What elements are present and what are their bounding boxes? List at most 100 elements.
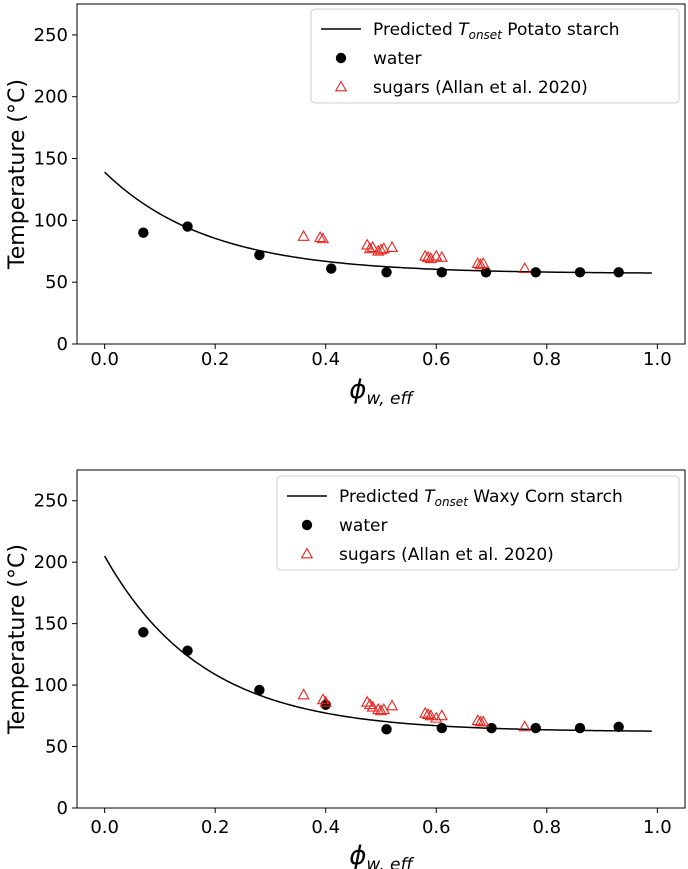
x-tick-label: 0.8 bbox=[532, 817, 561, 838]
legend: Predicted Tonset Waxy Corn starch water su… bbox=[276, 475, 680, 571]
water-point bbox=[254, 249, 265, 261]
sugar-point bbox=[430, 249, 443, 261]
x-tick-label: 1.0 bbox=[643, 817, 672, 838]
y-tick-label: 50 bbox=[45, 272, 68, 293]
sugar-point bbox=[471, 714, 484, 726]
sugar-point bbox=[477, 715, 490, 727]
chart-panel-2: 0.0 0.2 0.4 0.6 0.8 1.0 0 50 100 150 200 250 Tempera… bbox=[5, 469, 686, 869]
fit-curve bbox=[103, 555, 652, 732]
legend-water-swatch bbox=[301, 519, 313, 531]
legend-box bbox=[276, 475, 680, 571]
water-point bbox=[574, 267, 586, 278]
sugar-point bbox=[430, 711, 443, 723]
x-tick-label: 0.6 bbox=[422, 817, 451, 838]
water-point bbox=[182, 221, 193, 232]
y-tick-label: 0 bbox=[57, 334, 68, 355]
legend-water-swatch bbox=[335, 52, 347, 64]
y-tick-label: 150 bbox=[34, 614, 68, 635]
sugar-point bbox=[314, 231, 327, 243]
chart-panel-1: 0.0 0.2 0.4 0.6 0.8 1.0 0 50 100 150 200 250 Tempera… bbox=[5, 3, 686, 409]
y-axis-label: Temperature (°C) bbox=[5, 79, 30, 270]
y-tick-label: 0 bbox=[57, 798, 68, 819]
water-point bbox=[574, 722, 586, 734]
water-point bbox=[530, 267, 541, 278]
sugar-point bbox=[471, 257, 484, 269]
y-tick-label: 250 bbox=[34, 491, 68, 512]
water-point bbox=[182, 645, 193, 656]
legend-sugar-swatch bbox=[300, 547, 314, 559]
water-point bbox=[436, 267, 447, 278]
sugar-point bbox=[435, 709, 448, 721]
legend-water-label: water bbox=[373, 49, 421, 69]
sugar-point bbox=[419, 249, 432, 261]
legend-fit-label: Predicted Tonset Waxy Corn starch bbox=[339, 487, 623, 509]
water-point bbox=[613, 267, 624, 278]
y-tick-label: 200 bbox=[34, 552, 68, 573]
legend-sugar-label: sugars (Allan et al. 2020) bbox=[373, 78, 588, 98]
sugar-point bbox=[377, 703, 390, 715]
sugar-point bbox=[424, 252, 437, 264]
water-point bbox=[326, 263, 337, 274]
water-point bbox=[480, 267, 492, 278]
sugar-point bbox=[366, 240, 379, 252]
sugar-point bbox=[377, 242, 390, 254]
sugar-point bbox=[474, 258, 487, 270]
plot-frame bbox=[76, 469, 686, 809]
x-axis-label: ϕw, eff bbox=[349, 841, 414, 869]
sugar-point bbox=[366, 700, 379, 712]
sugar-point bbox=[419, 706, 432, 718]
y-tick-label: 150 bbox=[34, 149, 68, 170]
y-axis-label: Temperature (°C) bbox=[5, 544, 30, 735]
legend-water-label: water bbox=[339, 516, 387, 536]
sugar-point bbox=[363, 698, 377, 710]
y-tick-label: 100 bbox=[34, 675, 68, 696]
legend-sugar-label: sugars (Allan et al. 2020) bbox=[339, 545, 554, 565]
legend-fit-label: Predicted Tonset Potato starch bbox=[373, 20, 620, 42]
x-tick-label: 0.2 bbox=[201, 349, 230, 370]
x-tick-label: 0.4 bbox=[311, 817, 340, 838]
x-tick-label: 0.8 bbox=[532, 349, 561, 370]
sugar-point bbox=[385, 699, 399, 711]
x-tick-label: 0.4 bbox=[311, 349, 340, 370]
y-tick-label: 50 bbox=[45, 737, 68, 758]
water-point bbox=[613, 721, 624, 733]
x-axis-label: ϕw, eff bbox=[349, 375, 414, 409]
water-point bbox=[320, 699, 331, 710]
water-point bbox=[381, 724, 392, 735]
x-tick-label: 0.0 bbox=[90, 817, 119, 838]
water-point bbox=[486, 722, 497, 734]
sugar-point bbox=[361, 695, 374, 707]
sugar-point bbox=[385, 240, 399, 252]
x-tick-label: 0.0 bbox=[90, 349, 119, 370]
sugar-point bbox=[424, 709, 437, 721]
x-tick-label: 1.0 bbox=[643, 349, 672, 370]
sugar-point bbox=[421, 707, 435, 719]
water-point bbox=[254, 684, 265, 696]
sugar-point bbox=[316, 693, 330, 705]
water-point bbox=[138, 627, 149, 638]
x-tick-label: 0.2 bbox=[201, 817, 230, 838]
sugar-point bbox=[374, 243, 388, 255]
sugar-point bbox=[372, 244, 385, 256]
sugar-point bbox=[363, 242, 377, 254]
y-tick-label: 200 bbox=[34, 87, 68, 108]
y-tick-label: 250 bbox=[34, 25, 68, 46]
sugar-point bbox=[518, 720, 531, 732]
water-point bbox=[381, 267, 392, 278]
y-tick-label: 100 bbox=[34, 210, 68, 231]
fit-curve bbox=[104, 171, 652, 274]
legend-sugar-swatch bbox=[334, 80, 348, 92]
water-point bbox=[436, 722, 447, 734]
sugar-point bbox=[435, 250, 448, 262]
sugar-point bbox=[518, 261, 531, 273]
sugar-point bbox=[319, 695, 332, 707]
sugar-point bbox=[297, 229, 310, 241]
sugar-point bbox=[297, 688, 310, 700]
legend-box bbox=[310, 8, 680, 104]
legend: Predicted Tonset Potato starch water sugar… bbox=[310, 8, 680, 104]
x-tick-label: 0.6 bbox=[422, 349, 451, 370]
sugar-point bbox=[421, 250, 435, 262]
plot-frame bbox=[76, 3, 686, 345]
water-point bbox=[530, 722, 541, 734]
